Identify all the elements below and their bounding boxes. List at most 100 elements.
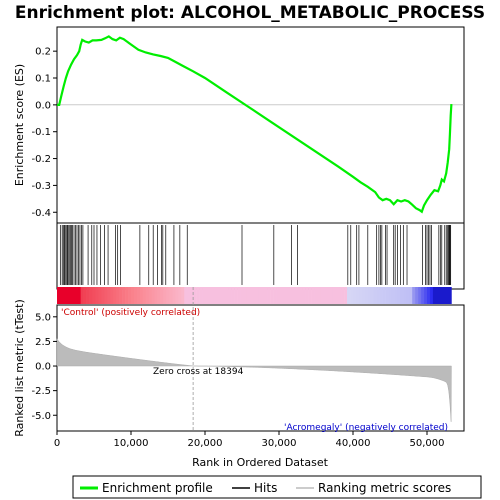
rank-bar-segment: [216, 287, 221, 304]
rank-bar-segment: [379, 287, 383, 304]
rank-bar-segment: [261, 287, 265, 304]
rank-bar-segment: [409, 287, 413, 304]
rank-bar-segment: [107, 287, 111, 304]
rank-bar-segment: [432, 287, 437, 304]
rank-bar-segment: [276, 287, 280, 304]
x-tick-label: 0: [54, 438, 60, 449]
rank-bar-segment: [240, 287, 244, 304]
rank-bar-segment: [418, 287, 422, 304]
rank-bar-segment: [104, 287, 108, 304]
rank-bar-segment: [376, 287, 380, 304]
rank-bar-segment: [353, 287, 357, 304]
rank-bar-segment: [338, 287, 342, 304]
rank-bar-segment: [101, 287, 105, 304]
rank-bar-segment: [57, 287, 61, 304]
metric-axis: 5.0 2.5 0.0 -2.5 -5.0: [31, 312, 57, 422]
rank-bar-segment: [122, 287, 126, 304]
rank-bar-segment: [89, 287, 93, 304]
rank-bar-segment: [320, 287, 324, 304]
rank-bar-segment: [207, 287, 212, 304]
rank-bar-segment: [258, 287, 262, 304]
rank-bar-segment: [246, 287, 250, 304]
rank-bar-segment: [350, 287, 354, 304]
x-tick-label: 10,000: [114, 438, 149, 449]
rank-bar-segment: [83, 287, 87, 304]
rank-bar-segment: [190, 287, 194, 304]
rank-bar-segment: [128, 287, 132, 304]
rank-bar-segment: [344, 287, 348, 304]
rank-bar-segment: [424, 287, 428, 304]
x-tick-label: 30,000: [262, 438, 297, 449]
rank-bar-segment: [225, 287, 229, 304]
legend-metric-label: Ranking metric scores: [318, 481, 451, 495]
rank-bar-segment: [341, 287, 345, 304]
legend-box: [72, 475, 482, 499]
rank-bar-segment: [252, 287, 256, 304]
rank-bar-segment: [361, 287, 366, 304]
rank-bar-segment: [326, 287, 330, 304]
rank-bar-segment: [299, 287, 303, 304]
rank-bar-segment: [435, 287, 440, 304]
hit-marks: [59, 225, 452, 285]
rank-bar-segment: [125, 287, 129, 304]
rank-bar-segment: [95, 287, 99, 304]
rank-bar-segment: [86, 287, 90, 304]
zero-cross-annotation: Zero cross at 18394: [153, 367, 244, 377]
x-axis-label: Rank in Ordered Dataset: [192, 456, 329, 469]
rank-bar-segment: [98, 287, 102, 304]
rank-bar-segment: [80, 287, 84, 304]
rank-bar-segment: [77, 287, 81, 304]
es-tick-label: -0.3: [31, 181, 51, 192]
metric-axis-label: Ranked list metric (tTest): [13, 299, 26, 436]
rank-bar-segment: [255, 287, 259, 304]
rank-bar-segment: [308, 287, 312, 304]
rank-bar-segment: [213, 287, 218, 304]
rank-bar-segment: [373, 287, 377, 304]
rank-bar-segment: [193, 287, 197, 304]
rank-bar-segment: [172, 287, 176, 304]
rank-bar-segment: [181, 287, 185, 304]
negative-annotation: 'Acromegaly' (negatively correlated): [284, 423, 448, 433]
rank-bar-segment: [293, 287, 298, 304]
x-tick-label: 50,000: [410, 438, 445, 449]
metric-panel-frame: [56, 304, 465, 432]
rank-bar-segment: [370, 287, 375, 304]
rank-bar-segment: [210, 287, 215, 304]
metric-tick-label: 5.0: [35, 312, 51, 323]
metric-tick-label: -5.0: [31, 411, 51, 422]
rank-bar-segment: [317, 287, 321, 304]
enrichment-profile-line: [57, 35, 453, 214]
rank-bar-segment: [160, 287, 164, 304]
rank-bar-segment: [415, 287, 419, 304]
rank-bar-segment: [169, 287, 173, 304]
rank-bar-segment: [358, 287, 363, 304]
metric-tick-label: 2.5: [35, 337, 51, 348]
rank-bar-segment: [113, 287, 117, 304]
rank-bar-segment: [219, 287, 224, 304]
rank-bar-segment: [68, 287, 73, 304]
rank-bar-segment: [136, 287, 141, 304]
rank-bar-segment: [296, 287, 301, 304]
rank-bar-segment: [441, 287, 446, 304]
rank-bar-segment: [290, 287, 295, 304]
rank-bar-segment: [355, 287, 360, 304]
es-curve: [57, 35, 453, 214]
rank-bar-segment: [287, 287, 292, 304]
rank-bar-segment: [178, 287, 182, 304]
x-tick-label: 20,000: [188, 438, 223, 449]
rank-bar-segment: [444, 287, 449, 304]
x-axis: 0 10,000 20,000 30,000 40,000 50,000: [54, 431, 445, 449]
rank-bar-segment: [279, 287, 283, 304]
rank-bar-segment: [323, 287, 327, 304]
rank-bar-segment: [110, 287, 114, 304]
es-tick-label: 0.1: [35, 74, 51, 85]
rank-bar-segment: [119, 287, 123, 304]
rank-bar-segment: [438, 287, 443, 304]
rank-bar-segment: [202, 287, 206, 304]
ranking-metric-area: [56, 337, 452, 422]
rank-bar-segment: [116, 287, 120, 304]
rank-bar-segment: [421, 287, 425, 304]
rank-bar-segment: [234, 287, 238, 304]
rank-bar-segment: [131, 287, 135, 304]
